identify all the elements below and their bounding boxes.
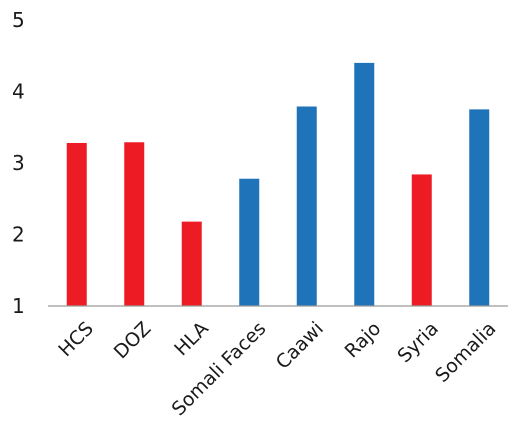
bar-rajo	[354, 62, 375, 307]
x-tick-label: Rajo	[341, 318, 386, 363]
y-tick-label: 5	[12, 8, 25, 32]
y-tick-label: 3	[12, 151, 25, 175]
bar-somalia	[469, 109, 490, 306]
bar-doz	[124, 142, 145, 306]
bar-hla	[181, 221, 202, 306]
y-tick-label: 1	[12, 294, 25, 318]
bar-somali-faces	[239, 178, 260, 306]
y-tick-label: 2	[12, 223, 25, 247]
y-tick-label: 4	[12, 80, 25, 104]
x-tick-label: HLA	[170, 318, 213, 361]
x-tick-label: HCS	[54, 318, 98, 362]
y-axis-ticks: 1 2 3 4 5	[12, 8, 25, 318]
bars	[66, 62, 490, 307]
bar-syria	[411, 174, 432, 306]
x-tick-label: Syria	[393, 318, 443, 368]
bar-caawi	[296, 106, 317, 306]
x-tick-label: Caawi	[272, 318, 328, 374]
x-tick-label: DOZ	[110, 318, 156, 364]
bar-hcs	[66, 142, 87, 306]
x-tick-label: Somalia	[431, 318, 500, 387]
